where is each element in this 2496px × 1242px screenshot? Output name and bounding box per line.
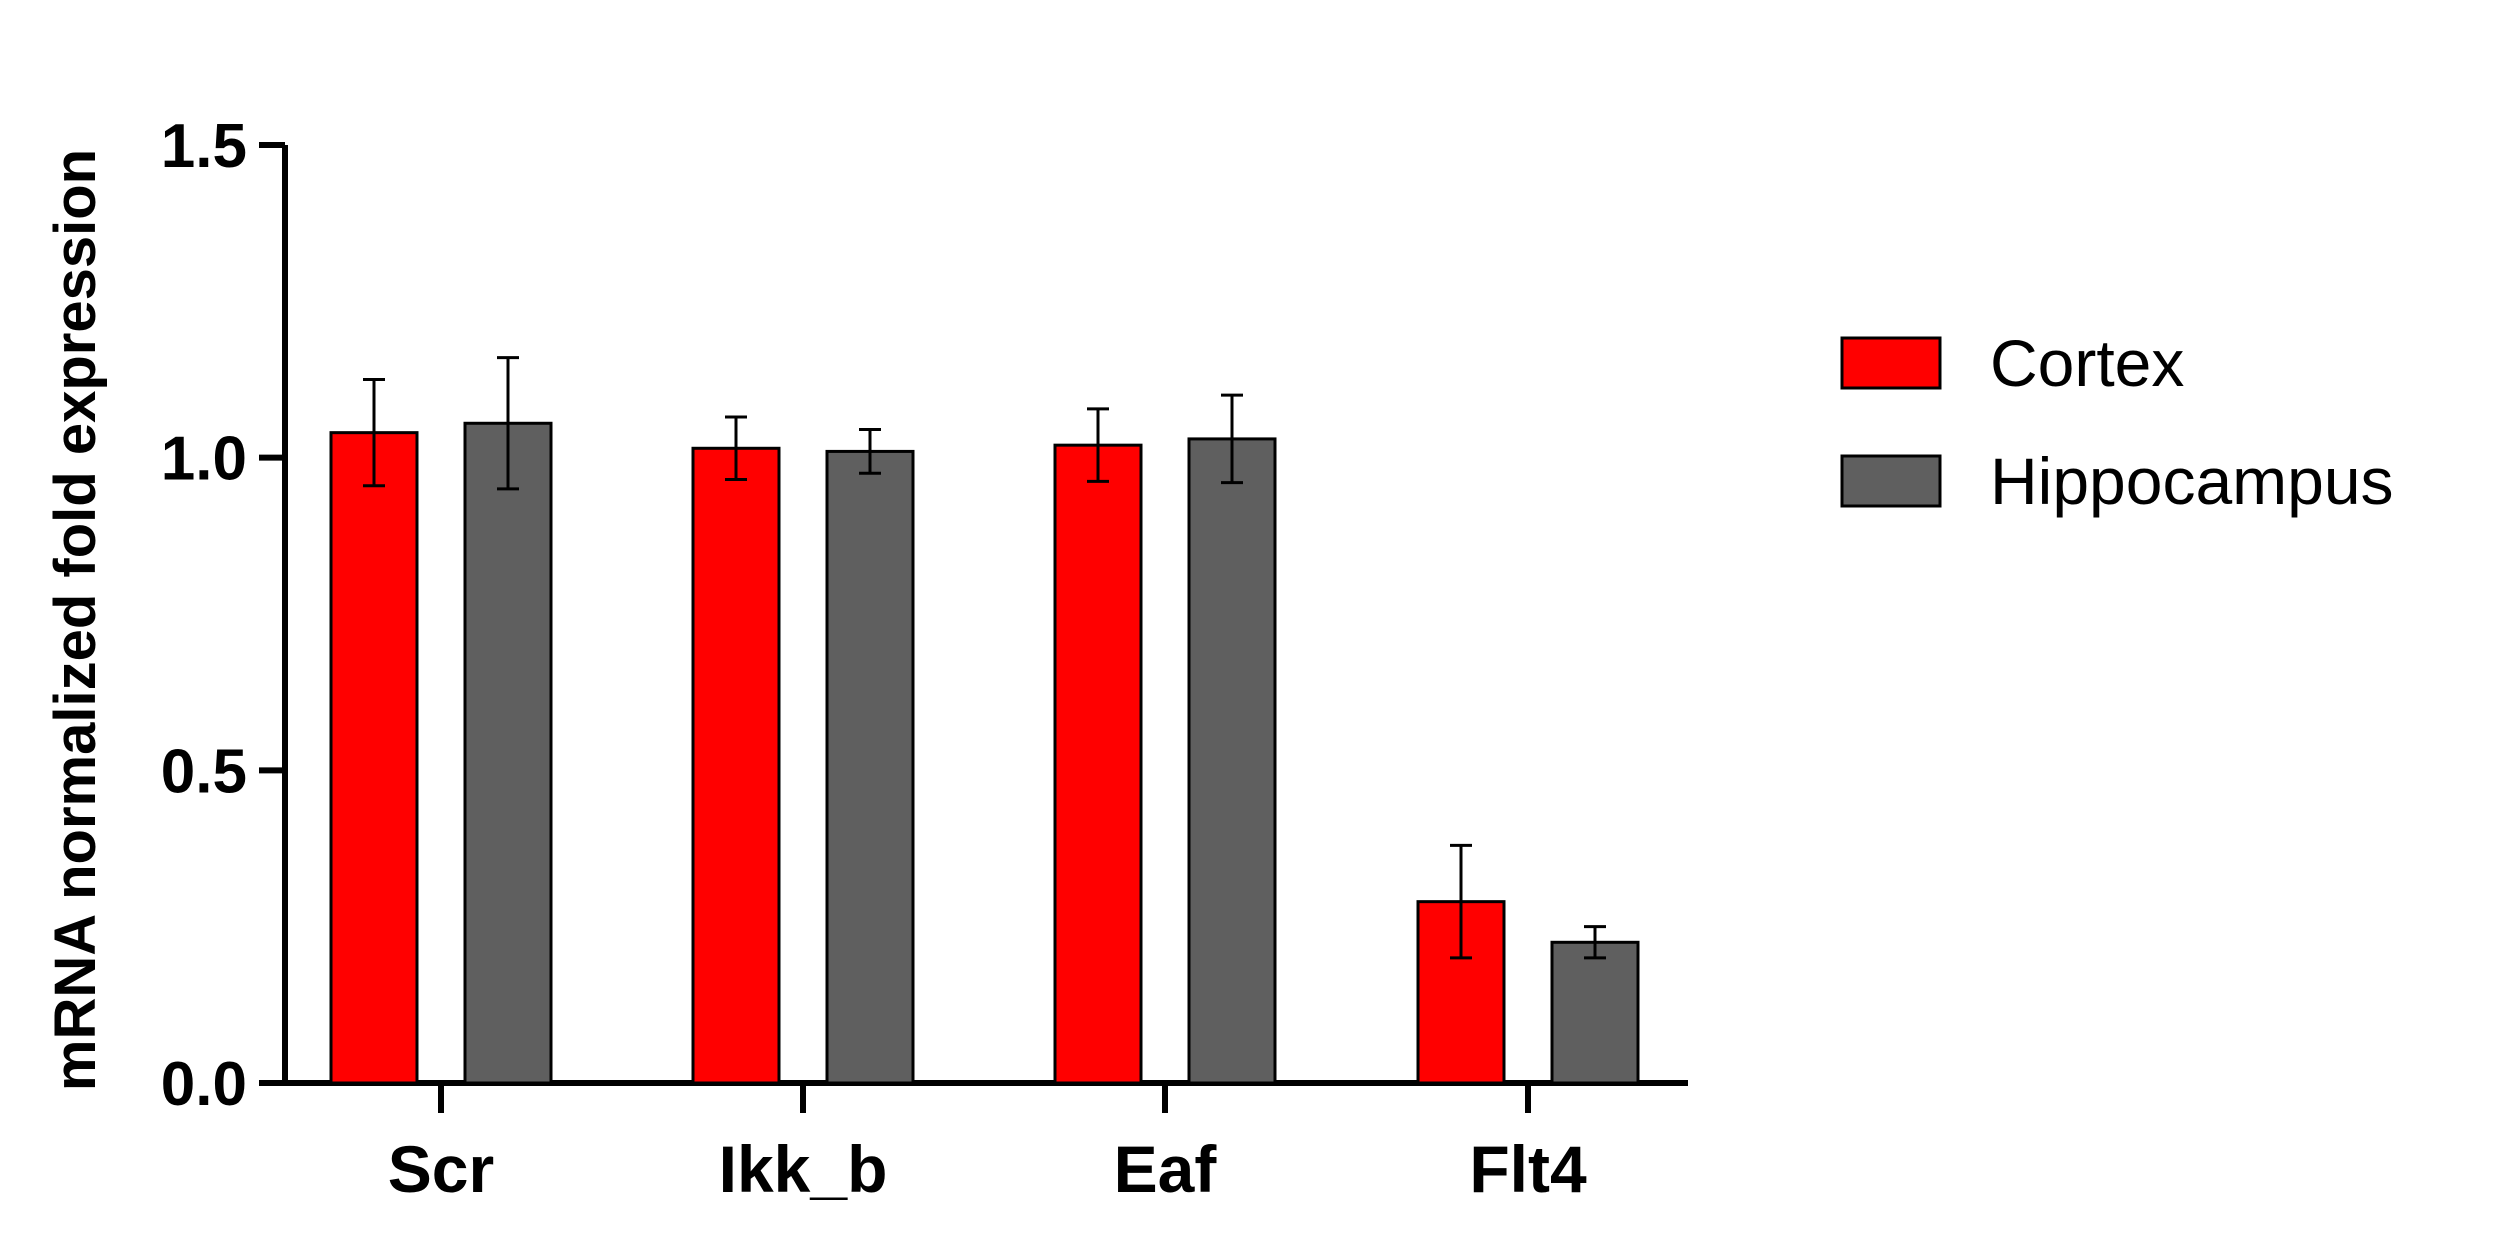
bar-hippocampus-scr — [463, 421, 553, 1085]
y-axis-title: mRNA normalized fold expression — [43, 149, 108, 1091]
bar-cortex-ikk_b — [691, 446, 781, 1085]
x-tick-label: Ikk_b — [719, 1132, 888, 1206]
legend-swatch-hippocampus — [1840, 454, 1942, 508]
y-tick-label: 1.5 — [161, 112, 247, 181]
x-tick-label: Scr — [388, 1132, 494, 1206]
legend-label-hippocampus: Hippocampus — [1990, 444, 2394, 518]
y-tick-label: 1.0 — [161, 425, 247, 494]
y-tick-label: 0.0 — [161, 1050, 247, 1119]
plot-area: 0.0 0.5 1.0 1.5 Scr Ikk_b Eaf Flt4 — [161, 112, 1688, 1206]
legend-swatch-cortex — [1840, 336, 1942, 390]
y-tick-label: 0.5 — [161, 737, 247, 806]
bar-cortex-scr — [329, 431, 419, 1085]
legend-label-cortex: Cortex — [1990, 326, 2184, 400]
x-tick-label: Flt4 — [1469, 1132, 1587, 1206]
legend: Cortex Hippocampus — [1840, 326, 2394, 518]
bar-hippocampus-ikk_b — [825, 449, 915, 1085]
bar-cortex-eaf — [1053, 443, 1143, 1085]
bar-hippocampus-eaf — [1187, 437, 1277, 1085]
x-tick-label: Eaf — [1114, 1132, 1218, 1206]
bar-hippocampus-flt4 — [1550, 940, 1640, 1085]
